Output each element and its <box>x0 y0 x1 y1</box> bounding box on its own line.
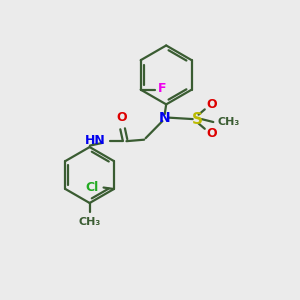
Text: CH₃: CH₃ <box>79 217 101 226</box>
Text: O: O <box>207 98 218 111</box>
Text: N: N <box>159 111 170 124</box>
Text: HN: HN <box>85 134 105 147</box>
Text: F: F <box>158 82 166 95</box>
Text: O: O <box>207 127 218 140</box>
Text: O: O <box>117 111 127 124</box>
Text: S: S <box>192 112 203 127</box>
Text: Cl: Cl <box>85 181 99 194</box>
Text: CH₃: CH₃ <box>217 117 239 127</box>
